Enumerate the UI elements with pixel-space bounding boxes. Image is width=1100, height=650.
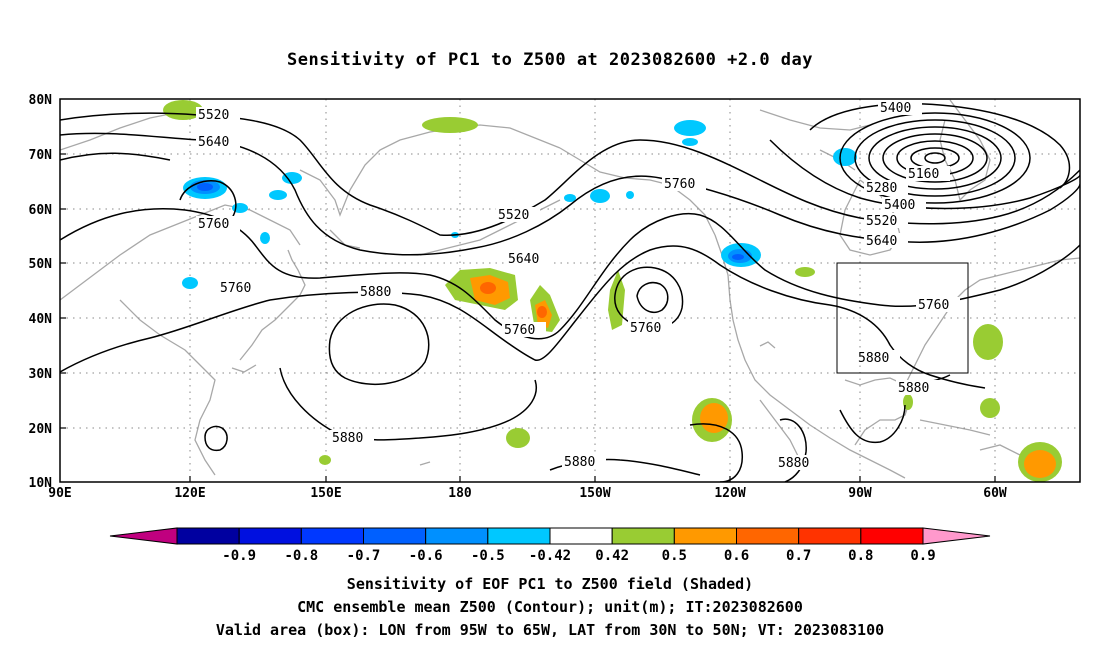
colorbar-swatch bbox=[736, 527, 800, 545]
gridlines bbox=[60, 99, 1080, 482]
y-tick-label: 20N bbox=[29, 422, 53, 437]
contour-label: 5640 bbox=[508, 252, 539, 267]
colorbar-label: -0.5 bbox=[471, 548, 505, 564]
contour-labels: 5520 5640 5760 5760 5880 5520 5640 5760 … bbox=[196, 100, 960, 471]
map-title: Sensitivity of PC1 to Z500 at 2023082600… bbox=[286, 50, 813, 70]
y-tick-label: 60N bbox=[29, 203, 53, 218]
caption-valid-area: Valid area (box): LON from 95W to 65W, L… bbox=[215, 621, 885, 639]
coastlines bbox=[60, 99, 1080, 479]
colorbar-swatch bbox=[611, 527, 675, 545]
contour-label: 5760 bbox=[630, 321, 661, 336]
contour-label: 5880 bbox=[360, 285, 391, 300]
y-tick-label: 40N bbox=[29, 312, 53, 327]
colorbar-label: -0.7 bbox=[347, 548, 381, 564]
contour-label: 5520 bbox=[498, 208, 529, 223]
y-tick-label: 30N bbox=[29, 367, 53, 382]
colorbar-label: 0.6 bbox=[724, 548, 749, 564]
colorbar-label: -0.9 bbox=[222, 548, 256, 564]
colorbar-swatch bbox=[673, 527, 737, 545]
x-tick-label: 150W bbox=[579, 486, 610, 501]
plot-frame bbox=[59, 98, 1081, 483]
contour-label: 5760 bbox=[220, 281, 251, 296]
x-tick-label: 120W bbox=[714, 486, 745, 501]
colorbar-label: 0.9 bbox=[910, 548, 935, 564]
y-tick-label: 10N bbox=[29, 476, 53, 491]
contour-label: 5760 bbox=[198, 217, 229, 232]
colorbar-label: 0.42 bbox=[595, 548, 629, 564]
colorbar-swatch bbox=[238, 527, 302, 545]
y-tick-label: 80N bbox=[29, 93, 53, 108]
valid-area-box bbox=[836, 262, 969, 374]
colorbar: -0.9 -0.8 -0.7 -0.6 -0.5 -0.42 0.42 0.5 0.6 0.7 0.… bbox=[109, 527, 991, 564]
x-tick-label: 90W bbox=[848, 486, 872, 501]
contour-label: 5160 bbox=[908, 167, 939, 182]
x-tick-label: 150E bbox=[310, 486, 341, 501]
contour-label: 5880 bbox=[332, 431, 363, 446]
axis-ticks bbox=[60, 153, 996, 482]
z500-contours bbox=[60, 102, 1080, 482]
contour-label: 5880 bbox=[778, 456, 809, 471]
x-tick-label: 120E bbox=[174, 486, 205, 501]
contour-label: 5400 bbox=[880, 101, 911, 116]
y-tick-label: 50N bbox=[29, 257, 53, 272]
colorbar-swatch bbox=[425, 527, 489, 545]
contour-label: 5880 bbox=[564, 455, 595, 470]
contour-label: 5640 bbox=[198, 135, 229, 150]
contour-label: 5760 bbox=[664, 177, 695, 192]
x-tick-label: 90E bbox=[48, 486, 71, 501]
y-tick-label: 70N bbox=[29, 148, 53, 163]
caption-shaded: Sensitivity of EOF PC1 to Z500 field (Sh… bbox=[346, 575, 754, 593]
colorbar-swatch bbox=[300, 527, 365, 545]
colorbar-swatch bbox=[798, 527, 862, 545]
colorbar-label: 0.5 bbox=[662, 548, 687, 564]
contour-label: 5880 bbox=[898, 381, 929, 396]
contour-label: 5640 bbox=[866, 234, 897, 249]
colorbar-swatch bbox=[363, 527, 427, 545]
colorbar-swatch bbox=[860, 527, 924, 545]
caption-contour: CMC ensemble mean Z500 (Contour); unit(m… bbox=[297, 598, 803, 616]
colorbar-label: -0.42 bbox=[529, 548, 571, 564]
colorbar-label: 0.7 bbox=[786, 548, 811, 564]
contour-label: 5280 bbox=[866, 181, 897, 196]
colorbar-swatch bbox=[549, 527, 613, 545]
contour-label: 5520 bbox=[866, 214, 897, 229]
sensitivity-shading bbox=[163, 100, 1062, 482]
contour-label: 5760 bbox=[504, 323, 535, 338]
colorbar-left-arrow bbox=[109, 527, 178, 545]
contour-label: 5880 bbox=[858, 351, 889, 366]
colorbar-label: -0.6 bbox=[409, 548, 443, 564]
x-tick-label: 180 bbox=[448, 486, 472, 501]
contour-label: 5520 bbox=[198, 108, 229, 123]
colorbar-label: -0.8 bbox=[284, 548, 318, 564]
colorbar-swatch bbox=[487, 527, 551, 545]
colorbar-right-arrow bbox=[922, 527, 991, 545]
contour-label: 5760 bbox=[918, 298, 949, 313]
contour-label: 5400 bbox=[884, 198, 915, 213]
colorbar-label: 0.8 bbox=[848, 548, 873, 564]
colorbar-swatch bbox=[176, 527, 240, 545]
x-tick-label: 60W bbox=[983, 486, 1007, 501]
